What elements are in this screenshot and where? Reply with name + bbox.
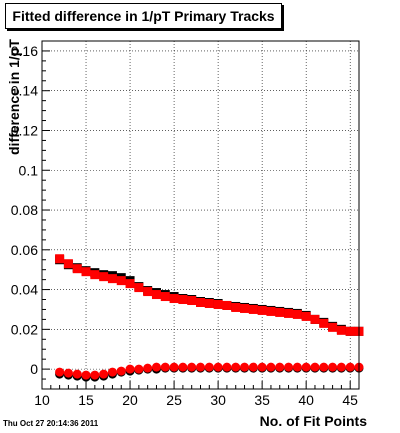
square-marker	[328, 322, 338, 332]
axis-ticks	[41, 40, 360, 390]
circle-marker	[213, 362, 223, 372]
y-tick-label: 0.06	[11, 242, 38, 258]
square-marker	[231, 302, 241, 312]
square-marker	[160, 292, 170, 302]
circle-marker	[240, 362, 250, 372]
circle-marker	[116, 366, 126, 376]
circle-marker	[231, 362, 241, 372]
square-marker	[284, 308, 294, 318]
timestamp: Thu Oct 27 20:14:36 2011	[3, 419, 99, 428]
square-marker	[116, 276, 126, 286]
x-tick-label: 40	[298, 392, 314, 408]
chart-title: Fitted difference in 1/pT Primary Tracks	[12, 8, 275, 24]
tick-labels: 10 15 20 25 30 35 40 45 0 0.02 0.04 0.06 0.08 0.1 0.12…	[11, 43, 358, 408]
x-tick-label: 25	[166, 392, 182, 408]
square-marker	[134, 283, 144, 293]
square-marker	[90, 270, 100, 280]
circle-marker	[292, 362, 302, 372]
y-tick-label: 0.16	[11, 43, 38, 59]
x-tick-label: 10	[34, 392, 50, 408]
y-tick-label: 0.1	[19, 162, 39, 178]
circle-marker	[72, 369, 82, 379]
circle-marker	[55, 367, 65, 377]
square-marker	[213, 299, 223, 309]
circle-marker	[284, 362, 294, 372]
x-tick-label: 30	[210, 392, 226, 408]
x-tick-label: 15	[78, 392, 94, 408]
circle-marker	[187, 362, 197, 372]
square-marker	[319, 318, 329, 328]
circle-marker	[196, 362, 205, 372]
square-marker	[178, 295, 188, 305]
square-marker	[204, 298, 214, 308]
circle-marker	[328, 362, 338, 372]
square-marker	[240, 303, 250, 313]
square-marker	[143, 287, 153, 297]
y-axis-label: difference in 1/pT	[6, 39, 22, 155]
square-marker	[292, 309, 302, 319]
square-marker	[310, 314, 320, 324]
circle-marker	[178, 362, 188, 372]
circle-marker	[336, 362, 346, 372]
circle-marker	[266, 362, 276, 372]
y-tick-label: 0.14	[11, 83, 38, 99]
square-marker	[257, 305, 267, 315]
x-axis-label: No. of Fit Points	[259, 413, 367, 429]
x-tick-label: 20	[122, 392, 138, 408]
square-marker	[275, 307, 285, 317]
x-tick-label: 35	[254, 392, 270, 408]
circle-marker	[90, 370, 100, 380]
circle-marker	[319, 362, 329, 372]
circle-marker	[151, 362, 161, 372]
square-marker	[125, 279, 135, 289]
circle-marker	[134, 364, 144, 374]
circle-marker	[257, 362, 267, 372]
circle-marker	[301, 362, 311, 372]
square-marker	[72, 264, 82, 274]
square-marker	[107, 274, 117, 284]
circle-marker	[310, 362, 320, 372]
x-tick-label: 45	[342, 392, 358, 408]
y-tick-label: 0.08	[11, 202, 38, 218]
circle-marker	[204, 362, 214, 372]
circle-marker	[222, 362, 232, 372]
square-marker	[187, 296, 197, 306]
circle-marker	[169, 362, 179, 372]
square-marker	[345, 326, 355, 336]
circle-marker	[143, 363, 153, 373]
square-marker	[151, 290, 161, 300]
square-marker	[248, 304, 258, 314]
circle-marker	[345, 362, 355, 372]
circle-marker	[107, 367, 117, 377]
square-marker	[301, 311, 311, 321]
square-marker	[266, 306, 276, 316]
circle-marker	[248, 362, 258, 372]
square-marker	[196, 297, 205, 307]
y-tick-label: 0.04	[11, 282, 38, 298]
circle-marker	[63, 368, 73, 378]
square-marker	[336, 325, 346, 335]
y-tick-label: 0.12	[11, 122, 38, 138]
circle-marker	[81, 370, 91, 380]
circle-marker	[125, 364, 135, 374]
chart-title-box: Fitted difference in 1/pT Primary Tracks	[5, 3, 282, 29]
square-marker	[55, 254, 65, 264]
circle-marker	[99, 369, 109, 379]
y-tick-label: 0	[30, 361, 38, 377]
circle-marker	[275, 362, 285, 372]
square-marker	[222, 300, 232, 310]
square-marker	[169, 294, 179, 304]
circle-marker	[160, 362, 170, 372]
y-tick-label: 0.02	[11, 321, 38, 337]
square-marker	[81, 267, 91, 277]
square-marker	[99, 272, 109, 282]
square-marker	[63, 259, 73, 269]
